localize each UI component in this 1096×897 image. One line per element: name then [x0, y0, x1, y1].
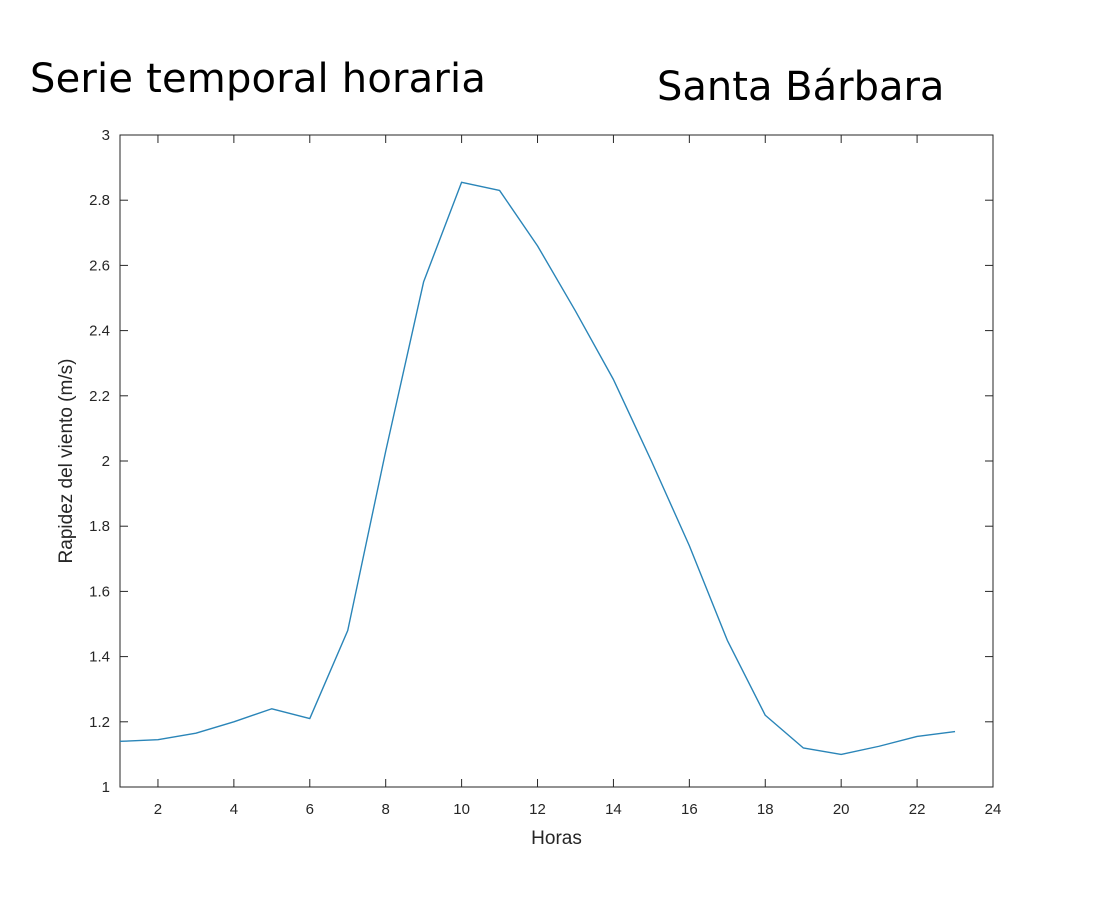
- y-tick-label: 3: [102, 127, 110, 144]
- y-tick-label: 2.8: [89, 192, 110, 209]
- y-tick-label: 1.4: [89, 649, 110, 666]
- y-tick-label: 1: [102, 779, 110, 796]
- axis-ticks: [120, 134, 994, 788]
- y-tick-label: 2.4: [89, 323, 110, 340]
- x-tick-label: 4: [230, 801, 238, 818]
- chart-title: Serie temporal horaria: [30, 56, 487, 102]
- series-line-0: [119, 181, 956, 756]
- x-tick-label: 14: [605, 801, 622, 818]
- x-tick-label: 8: [382, 801, 390, 818]
- chart-subtitle: Santa Bárbara: [657, 64, 945, 110]
- x-tick-label: 2: [154, 801, 162, 818]
- x-tick-label: 18: [757, 801, 774, 818]
- tick-labels: 2 4 6 8 10 12 14 16 18 20 22 2411.21.41.61.822.22.4…: [89, 127, 1001, 818]
- x-tick-label: 6: [306, 801, 314, 818]
- y-axis-label: Rapidez del viento (m/s): [56, 359, 77, 564]
- x-tick-label: 10: [453, 801, 470, 818]
- x-tick-label: 20: [833, 801, 850, 818]
- x-tick-label: 16: [681, 801, 698, 818]
- y-tick-label: 1.6: [89, 583, 110, 600]
- x-axis-label: Horas: [531, 828, 582, 849]
- y-tick-label: 1.8: [89, 518, 110, 535]
- y-tick-label: 2.6: [89, 257, 110, 274]
- series-layer: [119, 181, 956, 756]
- y-tick-label: 2: [102, 453, 110, 470]
- x-tick-label: 24: [985, 801, 1002, 818]
- y-tick-label: 2.2: [89, 388, 110, 405]
- plot-area: [119, 134, 994, 788]
- x-tick-label: 22: [909, 801, 926, 818]
- x-tick-label: 12: [529, 801, 546, 818]
- y-tick-label: 1.2: [89, 714, 110, 731]
